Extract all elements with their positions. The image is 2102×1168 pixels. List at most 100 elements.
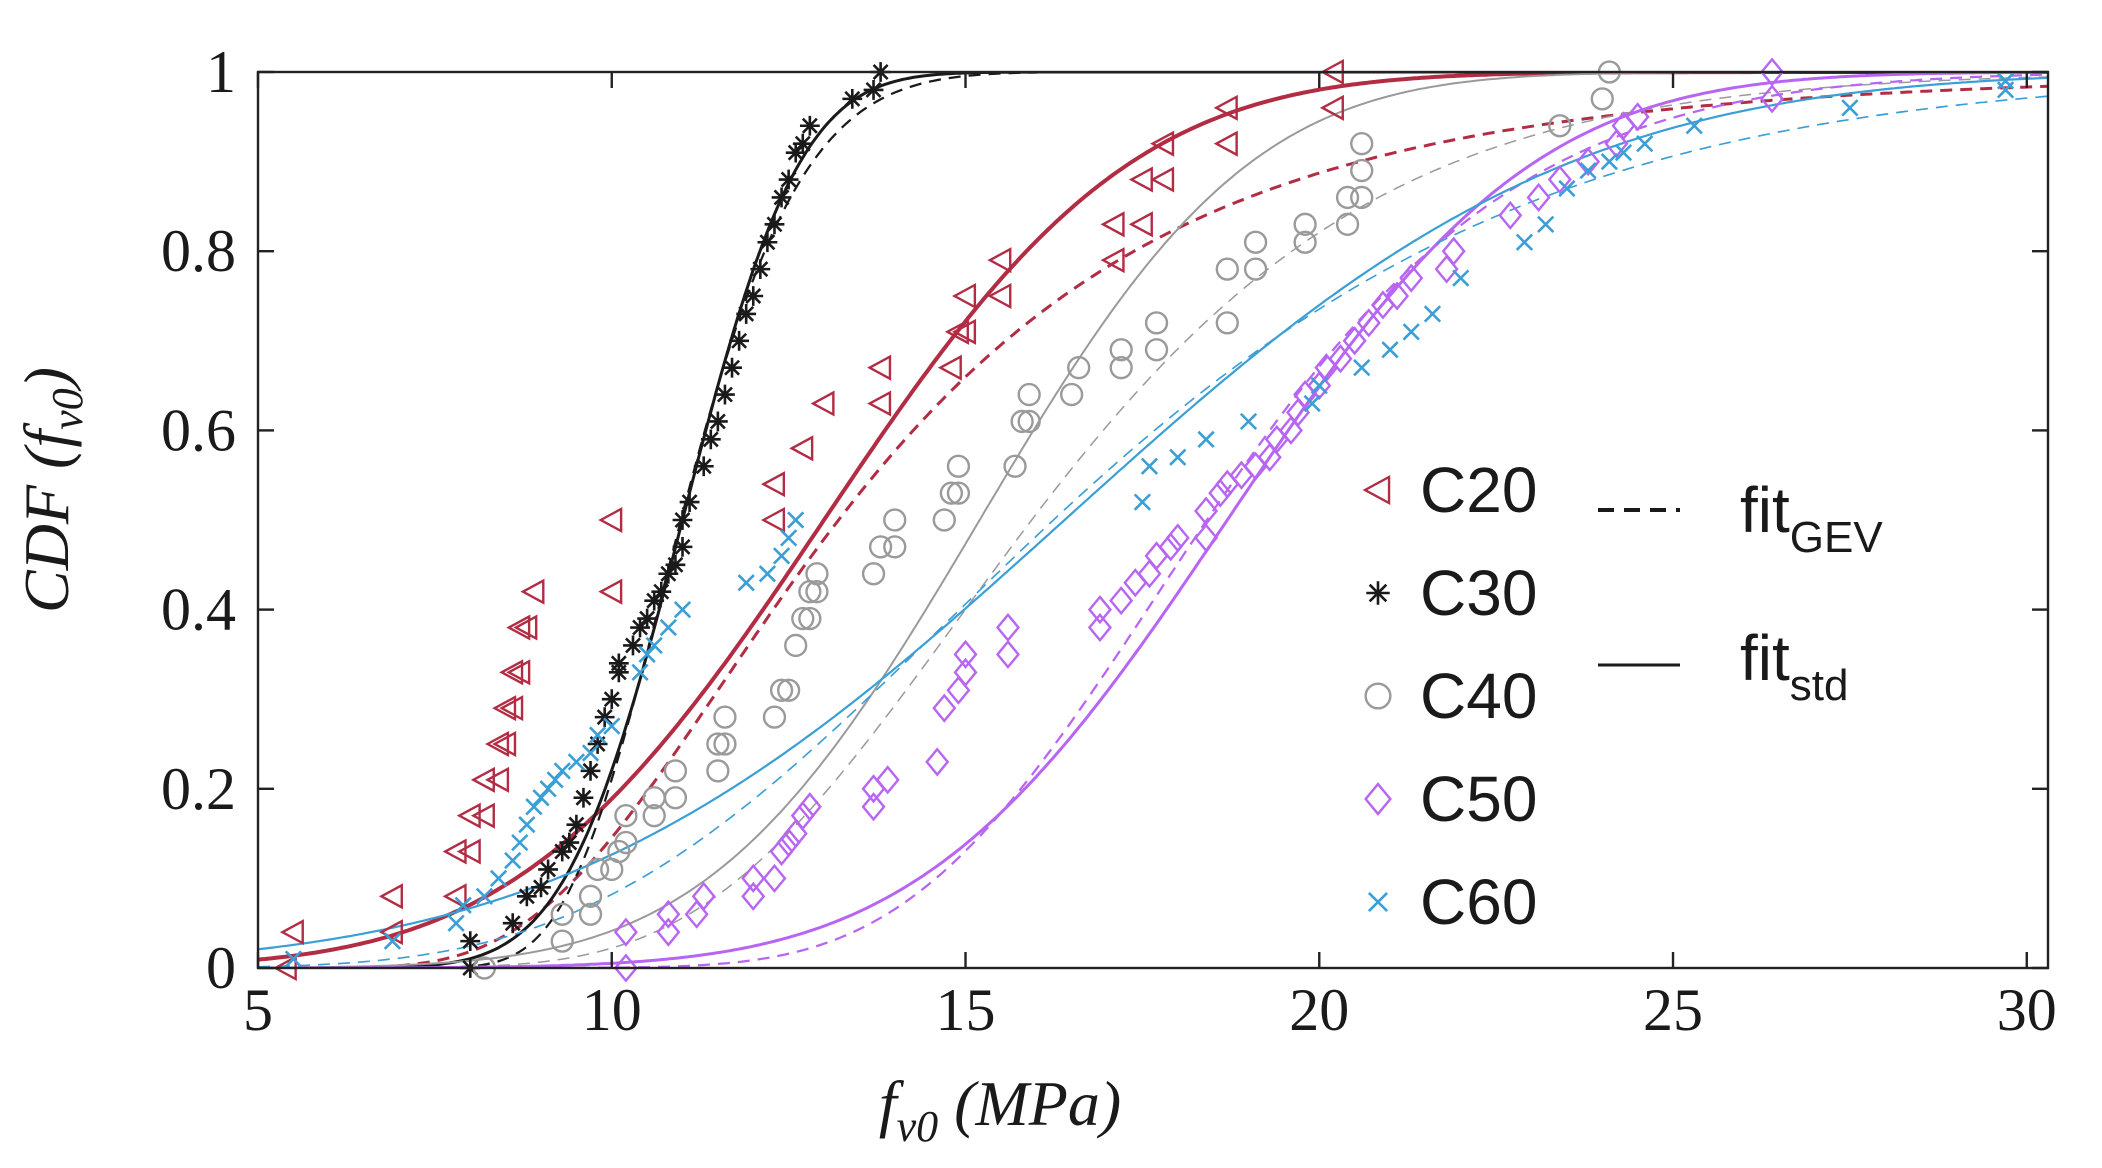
- c40-point: [1144, 338, 1169, 362]
- c30-point: [580, 760, 601, 781]
- c20-fit-gev-line: [258, 84, 2048, 968]
- y-tick-label: 0.4: [161, 577, 236, 643]
- c30-point: [715, 384, 735, 405]
- c50-point: [875, 765, 900, 795]
- c50-point: [762, 863, 787, 893]
- c50-point: [797, 792, 822, 822]
- c40-point: [861, 562, 886, 586]
- legend-fit-gev: fitGEV: [1598, 474, 1883, 562]
- c40-point: [1215, 311, 1239, 335]
- c50-point: [1087, 595, 1112, 625]
- c40-point: [614, 830, 638, 855]
- y-tick-label: 0.8: [161, 218, 236, 284]
- c50-point: [741, 863, 766, 893]
- c60-point: [511, 833, 529, 852]
- c40-point: [578, 902, 603, 926]
- c20-point: [987, 247, 1012, 274]
- legend-label-c30: C30: [1420, 557, 1537, 629]
- c50-point: [741, 881, 766, 911]
- c30-point: [623, 635, 643, 656]
- c20-point: [492, 695, 517, 722]
- y-tick-label: 1: [206, 39, 236, 105]
- c60-point: [1423, 305, 1442, 323]
- c40-point: [642, 804, 666, 828]
- c60-point: [758, 565, 777, 583]
- c40-point: [784, 633, 808, 658]
- c40-point: [663, 759, 688, 783]
- c30-point: [552, 841, 573, 862]
- c40-point: [791, 606, 815, 631]
- c30-fit-std-line: [258, 72, 2048, 968]
- c50-point: [1109, 586, 1134, 616]
- c20-point: [1100, 247, 1125, 274]
- c30-point: [700, 429, 721, 450]
- x-tick-label: 20: [1289, 977, 1349, 1043]
- c40-point: [1293, 230, 1317, 254]
- c20-point: [760, 506, 786, 534]
- c20-point: [987, 282, 1012, 310]
- c60-point: [1579, 161, 1597, 180]
- c30-point: [764, 214, 785, 235]
- c20-point: [598, 578, 623, 605]
- axes-frame: [256, 70, 2050, 970]
- c50-point: [613, 953, 638, 983]
- c20-point: [442, 883, 467, 910]
- c30-point: [538, 859, 558, 880]
- c30-point: [757, 232, 778, 253]
- c60-point: [546, 771, 564, 789]
- c40-point: [776, 678, 801, 702]
- c60-point: [1685, 117, 1703, 135]
- c60-point: [383, 932, 402, 950]
- c50-point: [1441, 236, 1466, 266]
- c50-point: [613, 917, 638, 947]
- c40-point: [706, 732, 730, 756]
- c30-point: [679, 492, 700, 512]
- c20-point: [470, 802, 495, 829]
- c30-point: [559, 832, 580, 853]
- c60-point: [567, 753, 585, 771]
- plot-area: [258, 72, 2048, 968]
- c30-point: [566, 814, 587, 835]
- c50-point: [1625, 102, 1650, 132]
- c60-point: [1636, 135, 1654, 153]
- c60-point: [1303, 394, 1321, 413]
- c30-point: [863, 80, 884, 100]
- c20-point: [378, 883, 403, 910]
- c60-point: [1614, 144, 1633, 162]
- c30-point: [594, 707, 615, 728]
- x-tick-label: 30: [1997, 977, 2057, 1043]
- c40-point: [1017, 409, 1041, 434]
- c40-point: [1243, 230, 1268, 254]
- c50-point: [1760, 84, 1785, 114]
- c60-point: [475, 887, 494, 905]
- c30-point: [750, 259, 771, 280]
- c60-point: [659, 618, 677, 637]
- c40-point: [585, 857, 610, 882]
- c50-point: [1526, 182, 1551, 212]
- axes: 5 10 15 20 25 30 0 0.2 0.4 0.6 0.8 1: [161, 39, 2057, 1043]
- c60-fit-gev-line: [258, 95, 2048, 968]
- c50-point: [1576, 147, 1601, 177]
- c50-point: [1399, 263, 1424, 293]
- c20-point: [378, 919, 403, 946]
- c50-point: [1208, 478, 1233, 508]
- svg-text:fitstd: fitstd: [1740, 622, 1848, 710]
- c30-point: [736, 304, 757, 324]
- c20-point: [867, 354, 892, 381]
- c50-point: [1194, 496, 1219, 526]
- c20-point: [789, 435, 814, 462]
- c30-point: [743, 286, 764, 306]
- c50-point: [925, 747, 950, 777]
- c60-point: [553, 762, 571, 780]
- c50-point: [932, 693, 957, 723]
- c20-point: [1150, 166, 1175, 193]
- c40-point: [769, 678, 794, 702]
- c60-point: [1310, 376, 1328, 395]
- c60-point: [532, 789, 550, 807]
- c50-point: [691, 881, 716, 911]
- c40-point: [1109, 338, 1133, 362]
- c40-point: [805, 562, 829, 586]
- c20-point: [499, 695, 524, 722]
- c60-point: [737, 574, 755, 592]
- c30-point: [502, 913, 523, 934]
